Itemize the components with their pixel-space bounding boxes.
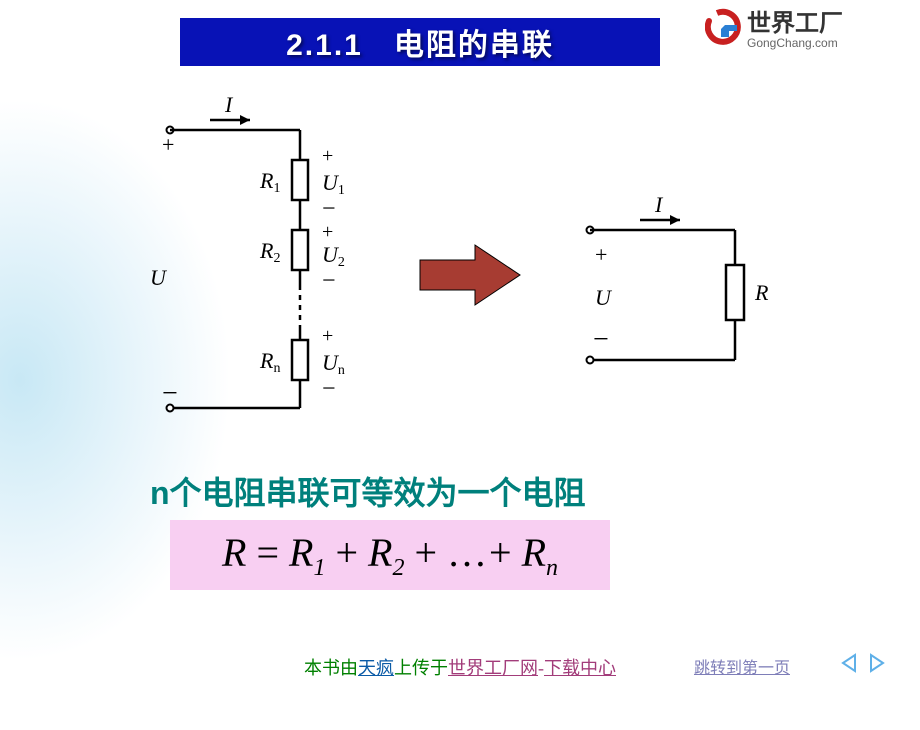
svg-text:−: − <box>322 268 336 294</box>
title-text: 2.1.1 电阻的串联 <box>286 20 554 64</box>
svg-text:−: − <box>322 196 336 222</box>
statement-text: n个电阻串联可等效为一个电阻 <box>150 475 586 511</box>
footer-link-download[interactable]: 下载中心 <box>544 658 616 678</box>
footer-mid: 上传于 <box>394 658 448 678</box>
circuit-left: I + U − R1 R2 Rn + U1 − + U2 − + Un − <box>150 92 345 412</box>
footer-prefix: 本书由 <box>304 658 358 678</box>
label-U-left: U <box>150 265 168 290</box>
label-U2: U2 <box>322 242 345 270</box>
label-U-right: U <box>595 285 613 310</box>
svg-text:+: + <box>322 221 333 243</box>
label-Un: Un <box>322 350 345 378</box>
title-bar: 2.1.1 电阻的串联 <box>180 18 660 66</box>
logo-svg: 世界工厂 GongChang.com <box>705 5 905 55</box>
logo-cn: 世界工厂 <box>747 10 843 37</box>
statement: n个电阻串联可等效为一个电阻 <box>150 468 586 514</box>
formula: R = R1 + R2 + … + Rn <box>222 529 558 582</box>
label-R2: R2 <box>259 238 280 266</box>
circuit-right: I + U − R <box>587 192 770 364</box>
jump-first-page-link[interactable]: 跳转到第一页 <box>694 654 790 678</box>
nav-arrows <box>825 649 895 682</box>
title-label: 电阻的串联 <box>394 29 554 62</box>
label-I-left: I <box>224 92 234 117</box>
svg-text:+: + <box>595 242 607 267</box>
label-R-right: R <box>754 280 769 305</box>
svg-text:−: − <box>593 324 609 355</box>
label-R1: R1 <box>259 168 280 196</box>
svg-text:+: + <box>162 132 174 157</box>
label-U1: U1 <box>322 170 345 198</box>
svg-text:−: − <box>162 378 178 409</box>
footer-link-author[interactable]: 天疯 <box>358 658 394 678</box>
svg-text:−: − <box>322 376 336 402</box>
svg-text:+: + <box>322 325 333 347</box>
label-Rn: Rn <box>259 348 280 376</box>
title-number: 2.1.1 <box>286 29 363 62</box>
label-I-right: I <box>654 192 664 217</box>
formula-box: R = R1 + R2 + … + Rn <box>170 520 610 590</box>
next-arrow-icon[interactable] <box>871 655 883 671</box>
prev-arrow-icon[interactable] <box>843 655 855 671</box>
logo: 世界工厂 GongChang.com <box>705 5 905 60</box>
footer-link-site[interactable]: 世界工厂网 <box>448 658 538 678</box>
circuit-svg: I + U − R1 R2 Rn + U1 − + U2 − + Un − <box>140 90 790 430</box>
transform-arrow <box>420 245 520 305</box>
svg-text:+: + <box>322 145 333 167</box>
logo-en: GongChang.com <box>747 36 838 50</box>
diagram-area: I + U − R1 R2 Rn + U1 − + U2 − + Un − <box>140 90 790 430</box>
